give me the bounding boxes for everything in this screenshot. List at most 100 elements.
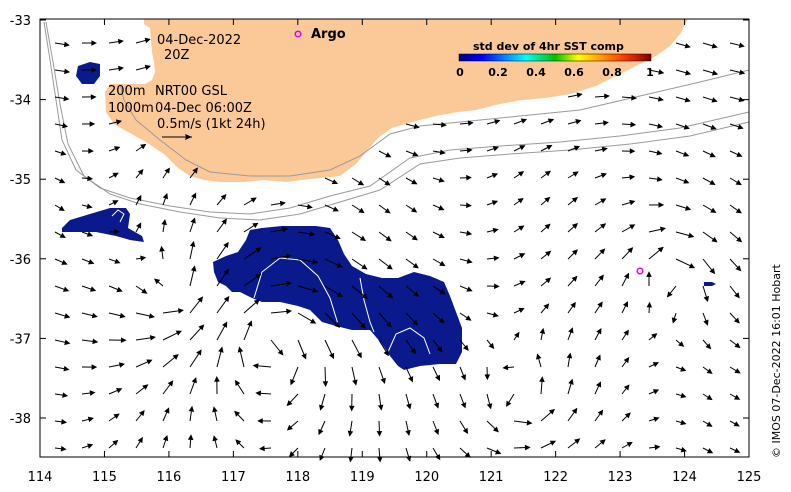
current-vector-head [709, 268, 716, 275]
sst-patch [76, 62, 100, 84]
lon-tick-label: 117 [221, 470, 246, 485]
current-vector-head [277, 349, 284, 356]
current-vector-head [439, 260, 446, 267]
current-vector-head [680, 446, 687, 453]
current-vector-head [433, 402, 440, 409]
current-vector-head [656, 176, 663, 182]
current-vector-head [526, 419, 533, 426]
current-vector-head [161, 219, 167, 226]
current-vector-head [58, 178, 66, 184]
current-vector-head [223, 295, 230, 303]
current-vector-head [600, 172, 607, 179]
current-vector-head [682, 151, 690, 157]
current-vector-head [172, 354, 179, 360]
current-vector-head [385, 152, 392, 158]
current-vector-head [598, 274, 604, 281]
time-label: 20Z [164, 48, 190, 63]
current-vector-head [671, 317, 678, 324]
current-vector-head [491, 200, 499, 206]
current-vector-head [89, 286, 97, 292]
current-vector-head [734, 368, 741, 374]
current-vector-head [733, 421, 740, 427]
current-vector-head [539, 376, 545, 383]
current-vector-head [460, 374, 466, 381]
current-vectors [54, 37, 746, 463]
current-vector-head [384, 180, 391, 186]
current-vector-head [162, 193, 168, 200]
current-vector-head [568, 378, 574, 385]
current-vector-head [312, 258, 319, 265]
current-vector-head [646, 271, 652, 277]
current-vector-head [678, 341, 685, 347]
current-vector-head [360, 322, 366, 329]
current-vector-head [255, 390, 262, 397]
current-vector-head [279, 200, 286, 207]
current-vector-head [412, 151, 419, 157]
current-vector-head [144, 64, 151, 71]
current-vector-head [218, 346, 224, 353]
current-vector-head [118, 362, 125, 368]
current-vector-head [114, 228, 120, 235]
current-vector-head [544, 196, 551, 203]
current-vector-head [486, 403, 493, 410]
current-vector-head [59, 232, 66, 238]
current-vector-head [63, 41, 70, 48]
current-vector-head [411, 179, 418, 185]
current-vector-head [87, 416, 94, 423]
current-vector-head [597, 301, 603, 308]
current-vector-head [629, 224, 636, 230]
current-vector-head [536, 353, 542, 360]
current-vector-head [656, 149, 663, 156]
product-label: NRT00 GSL [155, 84, 228, 99]
argo-float-marker[interactable] [636, 267, 644, 275]
current-vector-head [462, 427, 469, 435]
current-vector-head [142, 384, 149, 390]
current-vector-head [332, 206, 339, 212]
current-vector-head [710, 207, 717, 213]
current-vector-head [626, 441, 633, 448]
lon-tick-label: 116 [156, 470, 181, 485]
colorbar-title: std dev of 4hr SST comp [473, 40, 624, 53]
current-vector-head [622, 301, 628, 308]
current-vector-head [629, 199, 636, 206]
current-vector-head [492, 145, 500, 152]
current-vector-head [519, 145, 526, 151]
current-vector-head [465, 315, 472, 321]
current-vector-head [438, 177, 445, 183]
current-vector-head [220, 193, 227, 201]
current-vector-head [221, 218, 227, 225]
current-vector-head [495, 449, 502, 455]
lon-tick-label: 120 [414, 470, 439, 485]
current-vector-head [286, 424, 293, 431]
current-vector-head [112, 172, 119, 178]
product-time-label: 04-Dec 06:00Z [155, 101, 252, 116]
current-vector-head [624, 412, 631, 419]
current-vector-head [439, 289, 446, 295]
current-vector-head [539, 327, 546, 334]
current-vector-head [86, 231, 94, 237]
current-vector-head [506, 400, 512, 407]
argo-legend-marker [294, 30, 302, 38]
current-vector-head [462, 344, 469, 351]
current-vector-head [517, 171, 525, 177]
current-vector-head [738, 42, 745, 48]
current-vector-head [234, 379, 241, 387]
lat-tick-label: -38 [10, 412, 31, 427]
current-vector-head [334, 321, 341, 328]
sst-patch [704, 282, 716, 286]
current-vector-head [434, 374, 440, 382]
current-vector-head [574, 438, 581, 445]
current-vector-head [735, 265, 742, 272]
current-vector-head [359, 235, 367, 242]
current-vector-head [247, 320, 253, 327]
colorbar-tick-label: 0 [456, 66, 464, 79]
colorbar-tick-label: 0.8 [602, 66, 622, 79]
current-vector-head [514, 331, 520, 338]
current-vector-head [491, 173, 499, 179]
current-vector-head [189, 240, 196, 248]
current-vector-head [87, 443, 94, 449]
argo-label: Argo [311, 27, 346, 42]
current-vector-head [138, 410, 145, 417]
current-vector-head [384, 207, 391, 214]
